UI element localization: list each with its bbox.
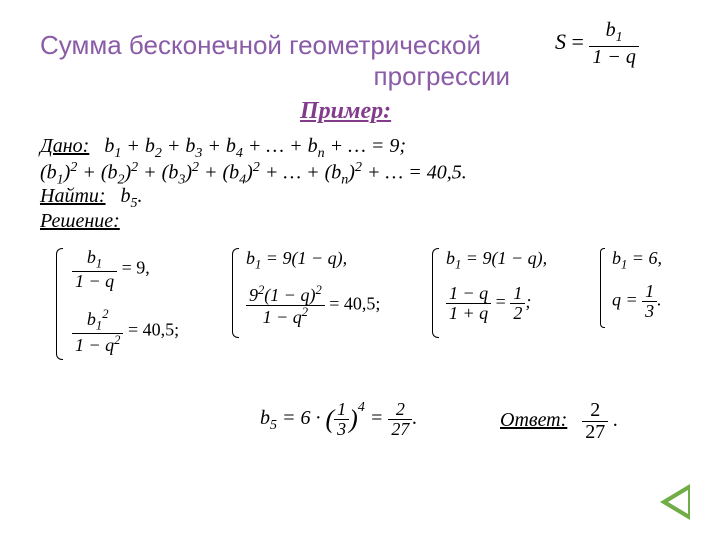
sys2-eq1: b1 = 9(1 − q), [246,248,347,273]
prev-arrow-inner-icon [668,490,688,514]
sum-num: b1 [589,20,639,46]
sys1-eq2: b12 1 − q2 = 40,5; [72,308,179,355]
brace-2 [232,248,239,338]
find-label: Найти: [40,185,106,207]
solution-label: Решение: [40,210,120,233]
sum-den: 1 − q [589,46,639,68]
given-label: Дано: [40,135,89,157]
find-value: b5. [121,185,143,207]
given-row: Дано: b1 + b2 + b3 + b4 + … + bn + … = 9… [40,135,406,162]
sys1-eq1: b1 1 − q = 9, [72,248,150,291]
page-title: Сумма бесконечной геометрической прогрес… [40,30,510,92]
sys3-eq1: b1 = 9(1 − q), [446,248,547,273]
sys4-eq2: q = 1 3 . [612,282,662,321]
answer-label: Ответ: [500,409,567,431]
brace-1 [56,248,63,360]
title-line2: прогрессии [40,61,510,92]
sum-formula: S = b1 1 − q [555,20,639,68]
find-row: Найти: b5. [40,185,143,212]
sys3-eq2: 1 − q 1 + q = 1 2 ; [446,284,531,323]
given-line1: b1 + b2 + b3 + b4 + … + bn + … = 9; [104,135,406,157]
title-line1: Сумма бесконечной геометрической [40,30,510,61]
sys4-eq1: b1 = 6, [612,248,662,273]
final-computation: b5 = 6 · ( 1 3 )4 = 2 27 . [260,400,417,439]
brace-3 [432,248,439,338]
answer-row: Ответ: 2 27 . [500,400,618,443]
brace-4 [600,248,605,328]
example-heading: Пример: [300,98,391,125]
sum-lhs: S [555,29,566,54]
sys2-eq2: 92(1 − q)2 1 − q2 = 40,5; [246,284,380,327]
